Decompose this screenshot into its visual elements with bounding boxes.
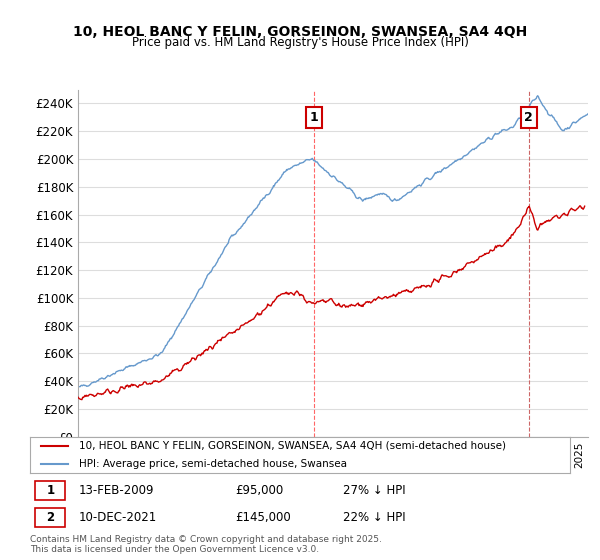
Text: 10, HEOL BANC Y FELIN, GORSEINON, SWANSEA, SA4 4QH (semi-detached house): 10, HEOL BANC Y FELIN, GORSEINON, SWANSE… — [79, 441, 506, 451]
Text: £145,000: £145,000 — [235, 511, 291, 524]
FancyBboxPatch shape — [35, 481, 65, 500]
Text: 2: 2 — [46, 511, 55, 524]
Text: 2: 2 — [524, 111, 533, 124]
FancyBboxPatch shape — [35, 508, 65, 526]
Text: Contains HM Land Registry data © Crown copyright and database right 2025.
This d: Contains HM Land Registry data © Crown c… — [30, 535, 382, 554]
Text: 22% ↓ HPI: 22% ↓ HPI — [343, 511, 406, 524]
Text: 10-DEC-2021: 10-DEC-2021 — [79, 511, 157, 524]
Text: HPI: Average price, semi-detached house, Swansea: HPI: Average price, semi-detached house,… — [79, 459, 347, 469]
Text: 13-FEB-2009: 13-FEB-2009 — [79, 484, 154, 497]
Text: 27% ↓ HPI: 27% ↓ HPI — [343, 484, 406, 497]
Text: £95,000: £95,000 — [235, 484, 283, 497]
Text: Price paid vs. HM Land Registry's House Price Index (HPI): Price paid vs. HM Land Registry's House … — [131, 36, 469, 49]
Text: 1: 1 — [46, 484, 55, 497]
Text: 10, HEOL BANC Y FELIN, GORSEINON, SWANSEA, SA4 4QH: 10, HEOL BANC Y FELIN, GORSEINON, SWANSE… — [73, 25, 527, 39]
Text: 1: 1 — [310, 111, 319, 124]
